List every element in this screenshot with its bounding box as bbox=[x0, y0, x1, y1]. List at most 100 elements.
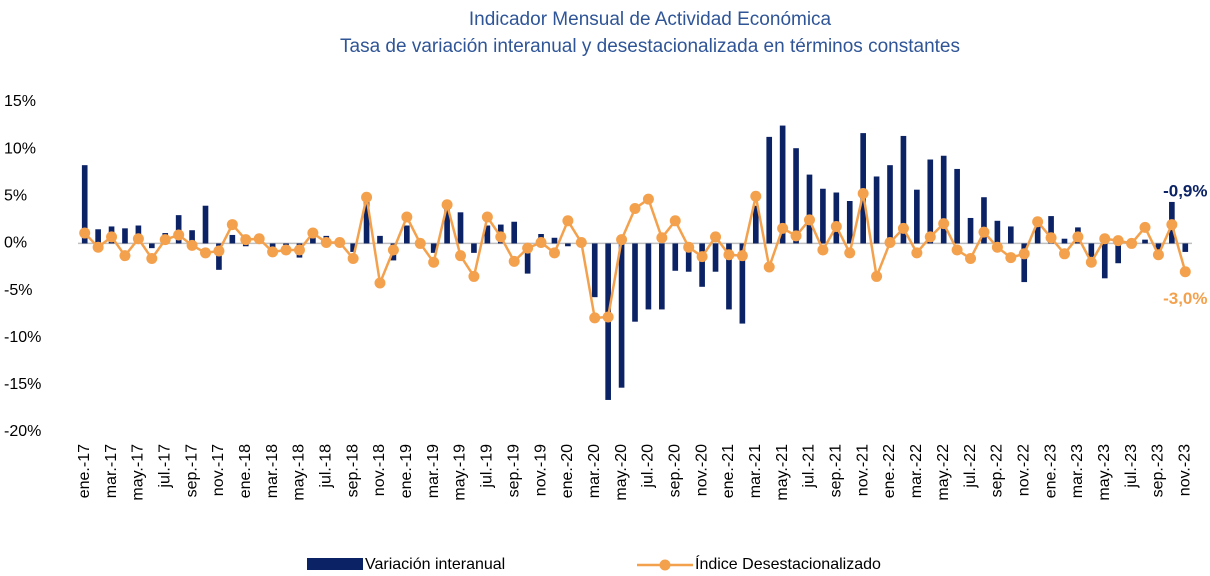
x-tick-label: sep.-22 bbox=[989, 444, 1006, 497]
y-tick-label: 5% bbox=[4, 188, 27, 205]
bar bbox=[873, 176, 880, 244]
line-marker bbox=[468, 270, 480, 282]
bar bbox=[175, 215, 182, 244]
x-tick-label: mar.-22 bbox=[908, 444, 925, 498]
line-marker bbox=[213, 245, 225, 257]
bar bbox=[793, 148, 799, 244]
bar bbox=[766, 136, 773, 244]
line-marker bbox=[374, 277, 386, 289]
line-marker bbox=[1126, 237, 1138, 249]
bar bbox=[95, 229, 101, 244]
line-marker bbox=[575, 236, 587, 248]
y-tick-label: 0% bbox=[4, 235, 27, 252]
line-marker bbox=[763, 261, 775, 273]
bar bbox=[404, 225, 410, 244]
bar bbox=[699, 243, 705, 287]
bar bbox=[1061, 238, 1068, 244]
bar bbox=[524, 243, 531, 274]
x-tick-label: ene.-19 bbox=[398, 444, 415, 498]
bar bbox=[900, 135, 907, 244]
x-tick-label: sep.-19 bbox=[505, 444, 522, 497]
x-tick-label: sep.-21 bbox=[828, 444, 845, 497]
x-tick-label: sep.-17 bbox=[183, 444, 200, 497]
line-marker bbox=[736, 250, 748, 262]
data-label: -3,0% bbox=[1163, 289, 1207, 308]
bar bbox=[833, 192, 840, 244]
bar bbox=[511, 221, 518, 244]
line-marker bbox=[683, 241, 695, 253]
legend-swatch bbox=[659, 559, 671, 571]
line-marker bbox=[1085, 256, 1097, 268]
line-marker bbox=[562, 215, 574, 227]
bar bbox=[672, 243, 679, 271]
bar bbox=[1101, 243, 1108, 279]
chart-title: Indicador Mensual de Actividad Económica bbox=[469, 9, 832, 30]
line-marker bbox=[146, 253, 158, 265]
bar bbox=[444, 202, 450, 244]
y-tick-label: -5% bbox=[4, 282, 32, 299]
chart-subtitle: Tasa de variación interanual y desestaci… bbox=[340, 36, 960, 57]
bar bbox=[591, 243, 598, 298]
line-marker bbox=[495, 231, 507, 243]
bar bbox=[1155, 243, 1162, 251]
bar bbox=[350, 243, 356, 252]
x-tick-label: ene.-20 bbox=[559, 444, 576, 498]
bar bbox=[1007, 226, 1014, 244]
line-marker bbox=[777, 222, 789, 234]
x-tick-label: ene.-17 bbox=[76, 444, 93, 498]
bar bbox=[981, 197, 987, 244]
bar bbox=[994, 220, 1001, 244]
line-marker bbox=[911, 247, 923, 259]
y-tick-label: 10% bbox=[4, 140, 36, 157]
line-marker bbox=[293, 244, 305, 256]
line-marker bbox=[656, 232, 668, 244]
bar bbox=[283, 243, 289, 246]
bar bbox=[363, 201, 370, 244]
line-marker bbox=[253, 233, 265, 245]
line-marker bbox=[200, 247, 212, 259]
x-tick-label: jul.-18 bbox=[318, 444, 335, 489]
line-marker bbox=[790, 230, 802, 242]
line-marker bbox=[924, 231, 936, 243]
line-marker bbox=[844, 247, 856, 259]
line-marker bbox=[602, 311, 614, 323]
x-tick-label: nov.-19 bbox=[532, 444, 549, 496]
line-marker bbox=[938, 218, 950, 230]
bar bbox=[149, 243, 155, 249]
line-marker bbox=[1166, 219, 1178, 231]
line-marker bbox=[132, 233, 144, 245]
line-marker bbox=[723, 249, 735, 261]
y-tick-label: -10% bbox=[4, 329, 41, 346]
line-marker bbox=[159, 234, 171, 246]
bar bbox=[779, 125, 786, 244]
line-marker bbox=[642, 193, 654, 205]
bar bbox=[1115, 243, 1121, 264]
x-tick-label: mar.-18 bbox=[264, 444, 281, 498]
line-marker bbox=[857, 187, 869, 199]
x-tick-label: mar.-21 bbox=[747, 444, 764, 498]
line-marker bbox=[991, 241, 1003, 253]
legend-label: Índice Desestacionalizado bbox=[695, 554, 881, 573]
line-marker bbox=[589, 312, 601, 324]
line-marker bbox=[267, 246, 279, 258]
bar bbox=[632, 243, 638, 322]
bar bbox=[685, 243, 692, 272]
line-marker bbox=[1018, 248, 1030, 260]
x-tick-label: jul.-20 bbox=[640, 444, 657, 489]
bar bbox=[122, 228, 128, 244]
line-marker bbox=[92, 241, 104, 253]
line-marker bbox=[106, 231, 118, 243]
bar bbox=[927, 159, 934, 244]
line-marker bbox=[830, 220, 842, 232]
bar bbox=[189, 230, 195, 244]
bar bbox=[618, 243, 625, 388]
line-marker bbox=[884, 236, 896, 248]
line-marker bbox=[186, 239, 198, 251]
x-tick-label: may.-17 bbox=[130, 444, 147, 501]
x-tick-label: mar.-19 bbox=[425, 444, 442, 498]
line-marker bbox=[1152, 249, 1164, 261]
bar bbox=[940, 155, 947, 244]
line-marker bbox=[1058, 248, 1070, 260]
bar bbox=[1034, 226, 1041, 244]
